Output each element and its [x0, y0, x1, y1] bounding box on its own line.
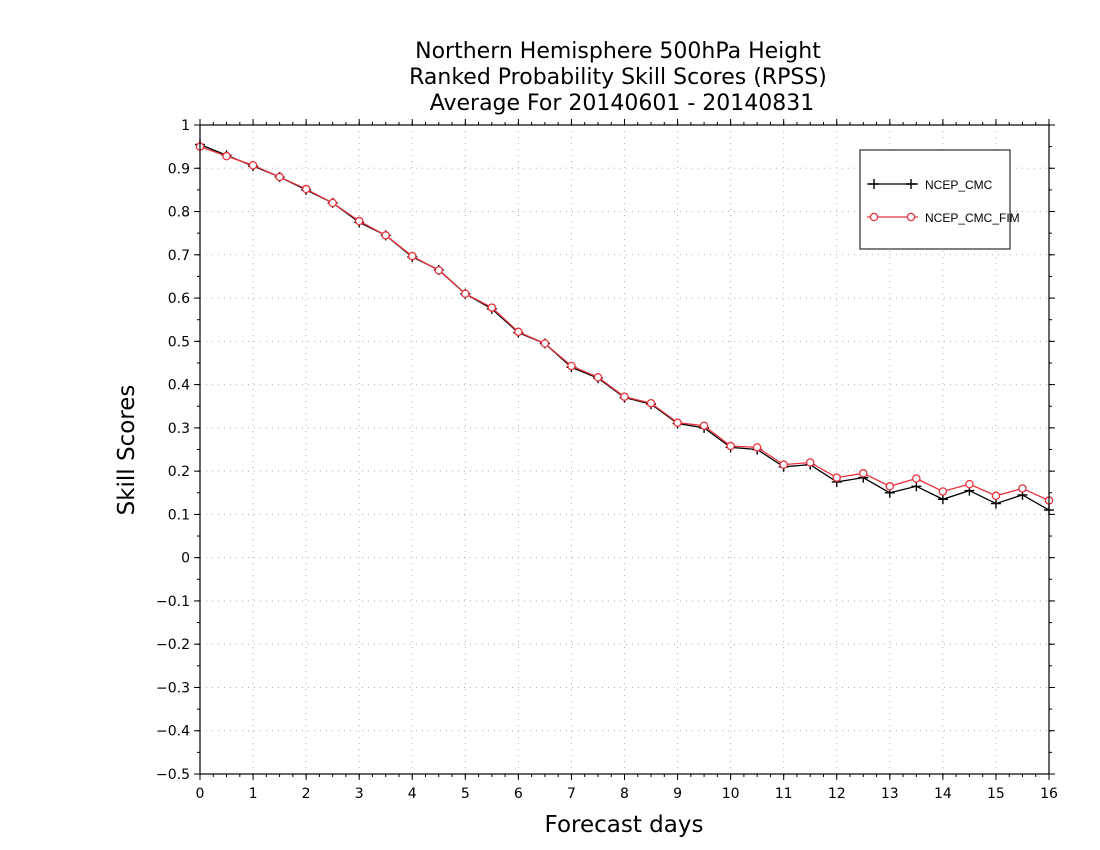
data-point-ncep-cmc-fim	[381, 231, 390, 240]
data-point-ncep-cmc-fim	[1018, 484, 1027, 493]
grid-lines	[200, 125, 1049, 774]
legend: NCEP_CMC NCEP_CMC_FIM	[859, 149, 1020, 250]
y-tick-label: 0.2	[168, 464, 190, 480]
data-point-ncep-cmc-fim	[434, 266, 444, 275]
y-tick-label: 1	[181, 118, 190, 134]
y-tick-label: 0	[181, 551, 190, 567]
data-point-ncep-cmc-fim	[912, 474, 921, 483]
x-tick-label: 12	[828, 786, 846, 802]
data-point-ncep-cmc-fim	[885, 482, 895, 491]
legend-marker-ncep-cmc	[869, 179, 879, 189]
data-point-ncep-cmc-fim	[752, 443, 762, 452]
x-tick-label: 5	[461, 786, 470, 802]
legend-label-ncep-cmc: NCEP_CMC	[925, 178, 993, 192]
y-tick-label: 0.5	[168, 334, 190, 350]
data-point-ncep-cmc	[937, 494, 948, 505]
chart-title: Northern Hemisphere 500hPa Height Ranked…	[409, 39, 827, 116]
title-line-1: Northern Hemisphere 500hPa Height	[415, 39, 821, 64]
y-tick-label: 0.8	[168, 205, 190, 221]
data-point-ncep-cmc-fim	[487, 303, 497, 312]
legend-box	[859, 149, 1011, 250]
title-line-2: Ranked Probability Skill Scores (RPSS)	[409, 65, 827, 90]
x-tick-label: 15	[987, 786, 1005, 802]
x-tick-label: 3	[355, 786, 364, 802]
y-tick-label: −0.4	[156, 724, 190, 740]
data-point-ncep-cmc-fim	[593, 372, 603, 382]
data-point-ncep-cmc-fim	[301, 184, 311, 194]
data-point-ncep-cmc-fim	[673, 418, 682, 427]
x-tick-label: 7	[567, 786, 576, 802]
y-tick-label: −0.5	[156, 767, 190, 783]
x-tick-label: 16	[1040, 786, 1058, 802]
x-tick-label: 10	[722, 786, 740, 802]
data-point-ncep-cmc-fim	[354, 216, 364, 226]
data-point-ncep-cmc-fim	[514, 327, 523, 337]
y-tick-label: −0.3	[156, 680, 190, 696]
legend-items: NCEP_CMC NCEP_CMC_FIM	[867, 178, 1020, 225]
series-layer	[195, 139, 1054, 516]
legend-item-ncep-cmc: NCEP_CMC	[867, 178, 993, 192]
data-point-ncep-cmc-fim	[222, 151, 231, 161]
y-tick-label: 0.4	[168, 378, 190, 394]
x-tick-label: 2	[302, 786, 311, 802]
data-point-ncep-cmc-fim	[859, 469, 868, 478]
y-axis-title: Skill Scores	[114, 385, 140, 516]
data-point-ncep-cmc-fim	[805, 458, 815, 467]
data-point-ncep-cmc-fim	[832, 473, 842, 482]
title-line-3: Average For 20140601 - 20140831	[430, 91, 815, 116]
data-point-ncep-cmc-fim	[646, 398, 656, 408]
x-tick-label: 4	[408, 786, 417, 802]
data-point-ncep-cmc-fim	[328, 198, 337, 208]
y-tick-label: 0.9	[168, 161, 190, 177]
legend-label-ncep-cmc-fim: NCEP_CMC_FIM	[925, 211, 1020, 225]
y-tick-label: 0.6	[168, 291, 190, 307]
legend-marker-ncep-cmc	[906, 179, 916, 189]
data-point-ncep-cmc-fim	[699, 421, 709, 430]
data-point-ncep-cmc-fim	[965, 479, 974, 489]
data-point-ncep-cmc-fim	[407, 251, 417, 261]
x-tick-label: 9	[673, 786, 682, 802]
y-tick-label: 0.3	[168, 421, 190, 437]
data-point-ncep-cmc-fim	[620, 392, 629, 401]
plot-frame	[199, 124, 1050, 775]
y-tick-label: −0.1	[156, 594, 190, 610]
data-point-ncep-cmc-fim	[461, 289, 470, 298]
data-point-ncep-cmc-fim	[248, 160, 258, 170]
legend-marker-ncep-cmc-fim	[869, 212, 879, 222]
data-point-ncep-cmc-fim	[991, 491, 1001, 501]
series-ncep-cmc-fim	[195, 142, 1054, 505]
x-tick-label: 11	[775, 786, 793, 802]
data-point-ncep-cmc-fim	[275, 172, 284, 182]
data-point-ncep-cmc-fim	[726, 441, 735, 451]
y-tick-labels: −0.5 −0.4 −0.3 −0.2 −0.1 0 0.1 0.2 0.3 0.4 0.5 0.6 0…	[156, 118, 190, 783]
legend-item-ncep-cmc-fim: NCEP_CMC_FIM	[867, 211, 1020, 225]
legend-marker-ncep-cmc-fim	[906, 212, 916, 222]
data-point-ncep-cmc-fim	[938, 487, 948, 496]
data-point-ncep-cmc-fim	[540, 339, 550, 348]
data-point-ncep-cmc	[990, 498, 1001, 509]
x-tick-labels: 0 1 2 3 4 5 6 7 8 9 10 11 12 13 14 15 16	[196, 786, 1058, 802]
x-tick-label: 0	[196, 786, 205, 802]
x-tick-label: 6	[514, 786, 523, 802]
data-point-ncep-cmc-fim	[567, 361, 576, 371]
y-tick-label: 0.7	[168, 248, 190, 264]
x-tick-label: 1	[249, 786, 258, 802]
y-tick-label: 0.1	[168, 507, 190, 523]
x-axis-title: Forecast days	[545, 812, 704, 838]
x-tick-label: 8	[620, 786, 629, 802]
data-point-ncep-cmc-fim	[779, 460, 788, 469]
data-point-ncep-cmc	[911, 481, 922, 492]
y-tick-label: −0.2	[156, 637, 190, 653]
x-tick-label: 14	[934, 786, 952, 802]
x-tick-label: 13	[881, 786, 899, 802]
